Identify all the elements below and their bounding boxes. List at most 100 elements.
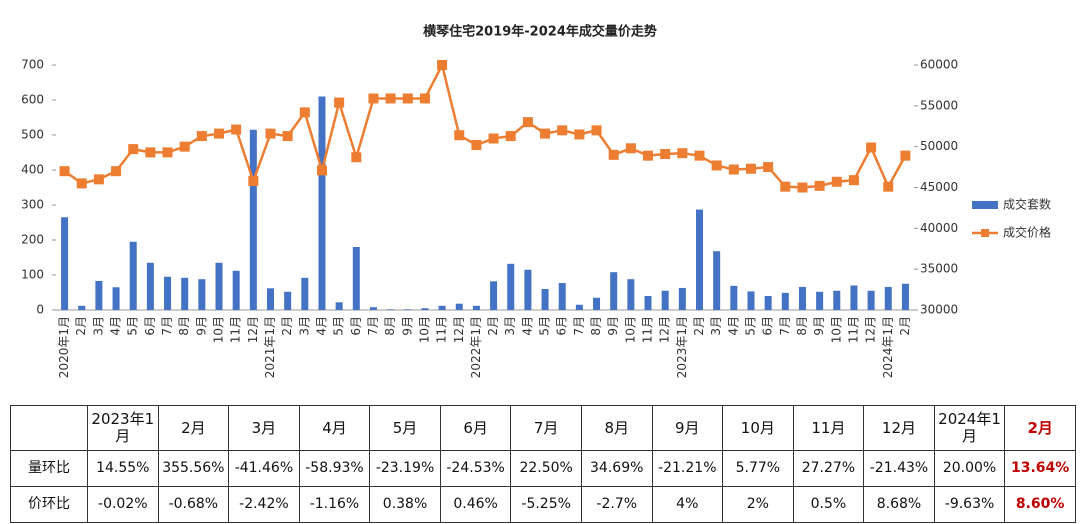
header-cell: 2024年1月 <box>933 405 1006 451</box>
table-cell: -0.02% <box>87 486 159 523</box>
chart-title: 横琴住宅2019年-2024年成交量价走势 <box>423 24 657 40</box>
x-tick-label: 10月 <box>212 316 226 343</box>
bar <box>387 309 395 310</box>
y-tick-label: 0 <box>36 303 44 317</box>
bar <box>232 270 240 310</box>
price-marker <box>196 131 207 142</box>
bar <box>335 302 343 310</box>
table-cell: 27.27% <box>792 450 865 487</box>
header-cell: 4月 <box>298 405 371 451</box>
bar <box>112 287 120 310</box>
x-tick-label: 6月 <box>555 316 569 336</box>
price-marker <box>454 130 465 141</box>
table-cell: 20.00% <box>933 450 1006 487</box>
x-tick-label: 10月 <box>829 316 843 343</box>
price-marker <box>522 117 533 128</box>
x-tick-label: 2020年1月 <box>57 316 71 378</box>
price-marker <box>660 149 671 160</box>
x-tick-label: 12月 <box>658 316 672 343</box>
price-marker <box>351 152 362 163</box>
price-marker <box>214 128 225 139</box>
x-tick-label: 2024年1月 <box>881 316 895 378</box>
table-cell: 价环比 <box>10 486 88 523</box>
bar <box>816 291 824 310</box>
bar <box>301 277 309 310</box>
x-tick-label: 11月 <box>846 316 860 343</box>
y2-tick-label: 45000 <box>920 180 958 194</box>
x-tick-label: 2月 <box>692 316 706 336</box>
header-cell: 7月 <box>510 405 582 451</box>
bar <box>78 305 86 310</box>
table-cell: -1.16% <box>298 486 371 523</box>
price-marker <box>179 141 190 152</box>
y2-tick-label: 35000 <box>920 262 958 276</box>
bar <box>575 304 583 310</box>
x-tick-label: 5月 <box>126 316 140 336</box>
x-tick-label: 5月 <box>332 316 346 336</box>
bar <box>249 129 257 310</box>
header-cell: 2月 <box>1004 405 1076 451</box>
bar <box>713 251 721 310</box>
price-marker <box>248 175 259 186</box>
table-cell: 2% <box>722 486 794 523</box>
bar <box>730 285 738 310</box>
x-tick-label: 12月 <box>864 316 878 343</box>
bar <box>798 286 806 310</box>
price-marker <box>608 149 619 160</box>
price-marker <box>419 93 430 104</box>
table-row: 量环比 14.55% 355.56% -41.46% -58.93% -23.19% -24… <box>10 450 1076 487</box>
bar <box>318 96 326 310</box>
bar <box>164 276 172 310</box>
table-cell: 0.38% <box>369 486 441 523</box>
price-marker <box>488 133 499 144</box>
table-cell: 量环比 <box>10 450 88 487</box>
y-tick-label: 400 <box>21 163 44 177</box>
x-tick-label: 6月 <box>143 316 157 336</box>
y2-tick-label: 60000 <box>920 58 958 72</box>
bar <box>438 305 446 310</box>
price-marker <box>368 93 379 104</box>
header-cell: 12月 <box>863 405 935 451</box>
x-tick-label: 4月 <box>726 316 740 336</box>
table-cell: -41.46% <box>228 450 300 487</box>
ratio-table: 2023年1月 2月 3月 4月 5月 6月 7月 8月 9月 10月 11月 12月 2024年1月 2… <box>10 405 1076 523</box>
price-marker <box>402 93 413 104</box>
chart: 横琴住宅2019年-2024年成交量价走势 0 100 200 300 400 500 60… <box>21 24 1051 379</box>
price-line <box>63 61 907 190</box>
x-tick-label: 12月 <box>452 316 466 343</box>
bar <box>352 247 360 310</box>
x-tick-label: 7月 <box>778 316 792 336</box>
y2-tick-label: 55000 <box>920 98 958 112</box>
legend-swatch <box>972 201 998 209</box>
table-cell: 13.64% <box>1004 450 1076 487</box>
bar <box>747 291 755 310</box>
bar <box>593 297 601 310</box>
y-tick-label: 500 <box>21 128 44 142</box>
price-marker <box>385 93 396 104</box>
x-tick-label: 2021年1月 <box>263 316 277 378</box>
table-cell: -5.25% <box>510 486 582 523</box>
header-cell: 2月 <box>157 405 230 451</box>
price-marker <box>866 142 877 153</box>
price-marker <box>557 125 568 136</box>
legend-label: 成交价格 <box>1003 225 1051 240</box>
x-tick-label: 10月 <box>417 316 431 343</box>
table-cell: -2.7% <box>580 486 653 523</box>
table-cell: 22.50% <box>510 450 582 487</box>
legend-swatch <box>981 229 989 237</box>
x-tick-label: 8月 <box>589 316 603 336</box>
x-tick-label: 5月 <box>743 316 757 336</box>
bar <box>524 269 532 310</box>
header-cell: 11月 <box>792 405 865 451</box>
price-marker <box>797 182 808 193</box>
bar <box>850 285 858 310</box>
x-tick-label: 2月 <box>486 316 500 336</box>
table-cell: -2.42% <box>228 486 300 523</box>
price-marker <box>145 147 156 158</box>
header-cell: 3月 <box>228 405 300 451</box>
x-tick-label: 3月 <box>91 316 105 336</box>
price-marker <box>540 128 551 139</box>
x-tick-label: 3月 <box>297 316 311 336</box>
x-tick-label: 2月 <box>280 316 294 336</box>
x-tick-label: 4月 <box>314 316 328 336</box>
